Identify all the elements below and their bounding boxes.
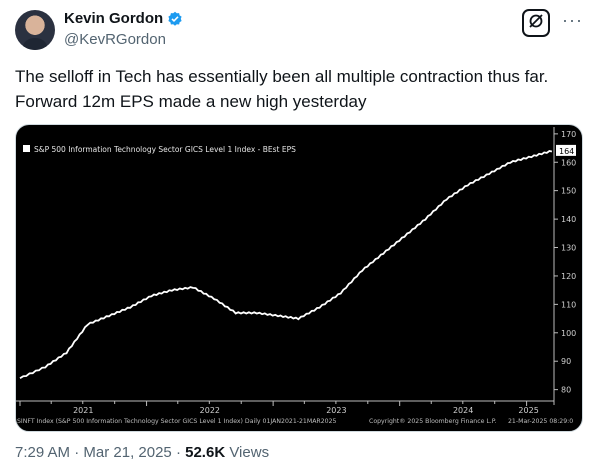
eps-series-line <box>19 150 553 380</box>
grok-icon <box>528 13 544 34</box>
verified-badge-icon <box>167 11 183 27</box>
y-tick-label: 150 <box>561 187 576 196</box>
y-tick-label: 110 <box>561 300 576 309</box>
views-label: Views <box>225 444 270 461</box>
legend-label: S&P 500 Information Technology Sector GI… <box>34 145 296 154</box>
y-tick-label: 130 <box>561 244 576 253</box>
y-tick-label: 100 <box>561 329 576 338</box>
chart-footer-source: SINFT Index (S&P 500 Information Technol… <box>17 418 337 425</box>
y-tick-label: 120 <box>561 272 576 281</box>
chart-footer-copyright: Copyright® 2025 Bloomberg Finance L.P. <box>369 417 497 425</box>
y-tick-label: 160 <box>561 158 576 167</box>
tweet-text-line: The selloff in Tech has essentially been… <box>15 67 549 86</box>
views-count: 52.6K <box>185 444 226 461</box>
x-tick-label: 2025 <box>518 406 538 415</box>
tweet-date[interactable]: Mar 21, 2025 <box>83 444 172 461</box>
legend-swatch <box>23 145 30 152</box>
author-handle[interactable]: @KevRGordon <box>64 31 166 48</box>
last-value-label: 164 <box>559 147 574 156</box>
meta-separator: · <box>70 444 84 461</box>
x-tick-label: 2024 <box>453 406 473 415</box>
last-value-badge <box>556 144 576 156</box>
display-name[interactable]: Kevin Gordon <box>64 10 164 27</box>
y-tick-label: 140 <box>561 215 576 224</box>
y-tick-label: 80 <box>561 386 571 395</box>
y-tick-label: 90 <box>561 357 571 366</box>
chart-footer-timestamp: 21-Mar-2025 08:29:0 <box>508 418 573 425</box>
eps-line-chart: 80 90 100 110 120 130 140 150 160 170 164 2021 2022… <box>16 127 576 425</box>
tweet-time[interactable]: 7:29 AM <box>15 444 71 461</box>
x-tick-label: 2022 <box>200 406 220 415</box>
tweet-media-chart[interactable]: 80 90 100 110 120 130 140 150 160 170 164 2021 2022… <box>15 124 583 432</box>
x-tick-label: 2023 <box>326 406 346 415</box>
meta-separator: · <box>171 444 186 461</box>
tweet-text: The selloff in Tech has essentially been… <box>15 64 585 114</box>
author-name-row: Kevin Gordon <box>64 10 183 27</box>
tweet-meta: 7:29 AM · Mar 21, 2025 · 52.6K Views <box>15 444 269 461</box>
grok-button[interactable] <box>522 9 550 37</box>
y-tick-label: 170 <box>561 130 576 139</box>
x-tick-label: 2021 <box>73 406 93 415</box>
more-icon[interactable]: ··· <box>562 10 583 30</box>
avatar[interactable] <box>15 10 55 50</box>
tweet-text-line: Forward 12m EPS made a new high yesterda… <box>15 92 367 111</box>
